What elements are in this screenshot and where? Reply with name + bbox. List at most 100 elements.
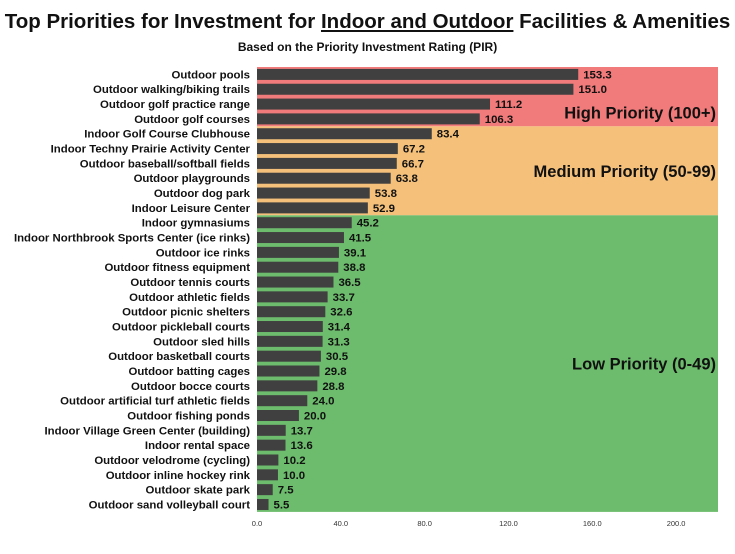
bar-10 — [257, 202, 368, 214]
value-label-2: 151.0 — [578, 84, 607, 96]
value-label-29: 7.5 — [278, 485, 294, 497]
x-tick-label-5: 160.0 — [583, 519, 602, 528]
value-label-3: 111.2 — [495, 99, 522, 111]
category-label-20: Outdoor basketball courts — [108, 351, 250, 363]
value-label-12: 41.5 — [349, 233, 372, 245]
value-label-20: 30.5 — [326, 351, 349, 363]
category-label-12: Indoor Northbrook Sports Center (ice rin… — [14, 233, 250, 245]
value-label-4: 106.3 — [485, 114, 514, 126]
category-label-4: Outdoor golf courses — [134, 114, 250, 126]
value-label-11: 45.2 — [357, 218, 379, 230]
category-label-22: Outdoor bocce courts — [131, 381, 250, 393]
category-label-16: Outdoor athletic fields — [129, 292, 250, 304]
chart-title-part-2: Indoor and Outdoor — [320, 10, 514, 33]
x-tick-label-2: 40.0 — [334, 519, 349, 528]
category-label-24: Outdoor fishing ponds — [127, 411, 250, 423]
category-label-29: Outdoor skate park — [146, 485, 251, 497]
bar-15 — [257, 276, 334, 288]
bar-17 — [257, 306, 326, 318]
value-label-23: 24.0 — [312, 396, 334, 408]
category-label-14: Outdoor fitness equipment — [104, 262, 250, 274]
zone-band-2 — [257, 126, 718, 216]
bar-18 — [257, 321, 323, 333]
value-label-30: 5.5 — [274, 499, 290, 511]
category-label-15: Outdoor tennis courts — [130, 277, 250, 289]
value-label-1: 153.3 — [583, 69, 612, 81]
value-label-16: 33.7 — [333, 292, 355, 304]
value-label-15: 36.5 — [338, 277, 361, 289]
bar-27 — [257, 454, 279, 466]
value-label-7: 66.7 — [402, 158, 424, 170]
category-label-26: Indoor rental space — [145, 440, 250, 452]
category-label-13: Outdoor ice rinks — [156, 247, 250, 259]
value-label-27: 10.2 — [283, 455, 305, 467]
category-label-10: Indoor Leisure Center — [132, 203, 251, 215]
value-label-10: 52.9 — [373, 203, 395, 215]
bar-19 — [257, 335, 323, 347]
value-label-26: 13.6 — [290, 440, 312, 452]
value-label-14: 38.8 — [343, 262, 365, 274]
category-label-30: Outdoor sand volleyball court — [89, 499, 251, 511]
zone-label-3: Low Priority (0-49) — [572, 356, 716, 374]
bar-3 — [257, 98, 491, 110]
bar-26 — [257, 439, 286, 451]
zone-label-2: Medium Priority (50-99) — [534, 163, 716, 181]
bar-7 — [257, 157, 397, 169]
category-label-11: Indoor gymnasiums — [142, 218, 250, 230]
value-label-13: 39.1 — [344, 247, 367, 259]
category-label-23: Outdoor artificial turf athletic fields — [60, 396, 250, 408]
category-label-5: Indoor Golf Course Clubhouse — [84, 129, 250, 141]
chart-title-part-3: Facilities & Amenities — [513, 10, 731, 33]
bar-4 — [257, 113, 480, 125]
x-tick-label-6: 200.0 — [667, 519, 686, 528]
category-label-27: Outdoor velodrome (cycling) — [94, 455, 250, 467]
bar-2 — [257, 83, 574, 95]
category-label-2: Outdoor walking/biking trails — [93, 84, 250, 96]
bar-21 — [257, 365, 320, 377]
category-label-1: Outdoor pools — [172, 69, 250, 81]
bar-1 — [257, 68, 579, 80]
value-label-9: 53.8 — [375, 188, 397, 200]
bar-5 — [257, 128, 432, 140]
bar-29 — [257, 484, 273, 496]
category-label-19: Outdoor sled hills — [153, 336, 250, 348]
value-label-6: 67.2 — [403, 144, 425, 156]
category-label-17: Outdoor picnic shelters — [122, 307, 250, 319]
value-label-17: 32.6 — [330, 307, 352, 319]
value-label-25: 13.7 — [291, 425, 313, 437]
value-label-21: 29.8 — [324, 366, 346, 378]
bar-22 — [257, 380, 318, 392]
bar-16 — [257, 291, 328, 303]
chart-subtitle: Based on the Priority Investment Rating … — [237, 40, 498, 54]
chart-title: Top Priorities for Investment for Indoor… — [0, 10, 735, 34]
bar-8 — [257, 172, 391, 184]
value-label-19: 31.3 — [328, 336, 350, 348]
category-label-21: Outdoor batting cages — [128, 366, 250, 378]
x-tick-label-3: 80.0 — [417, 519, 432, 528]
category-label-25: Indoor Village Green Center (building) — [45, 425, 251, 437]
bar-12 — [257, 232, 344, 244]
bar-11 — [257, 217, 352, 229]
x-tick-label-4: 120.0 — [499, 519, 518, 528]
category-label-9: Outdoor dog park — [154, 188, 251, 200]
category-label-7: Outdoor baseball/softball fields — [80, 158, 250, 170]
bar-28 — [257, 469, 278, 481]
value-label-28: 10.0 — [283, 470, 305, 482]
bar-25 — [257, 424, 286, 436]
category-label-6: Indoor Techny Prairie Activity Center — [51, 144, 251, 156]
bar-13 — [257, 246, 339, 258]
bar-30 — [257, 498, 269, 510]
value-label-22: 28.8 — [322, 381, 344, 393]
value-label-24: 20.0 — [304, 411, 326, 423]
chart-title-part-1: Top Priorities for Investment for — [4, 10, 321, 33]
bar-20 — [257, 350, 321, 362]
value-label-8: 63.8 — [396, 173, 418, 185]
bar-9 — [257, 187, 370, 199]
bar-24 — [257, 410, 299, 422]
x-tick-label-1: 0.0 — [252, 519, 262, 528]
bar-23 — [257, 395, 308, 407]
category-label-28: Outdoor inline hockey rink — [106, 470, 251, 482]
value-label-5: 83.4 — [437, 129, 460, 141]
